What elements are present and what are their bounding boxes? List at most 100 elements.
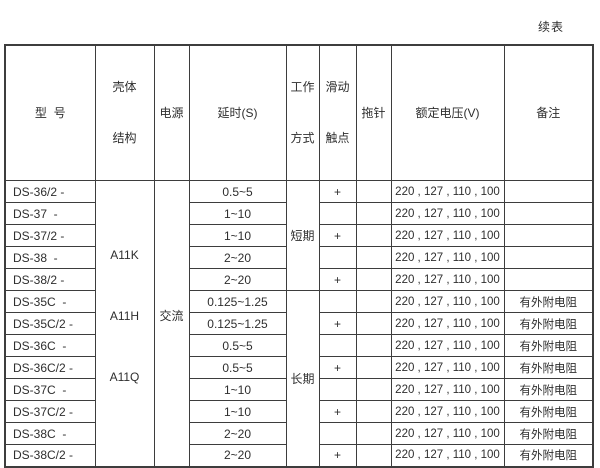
header-shell-line2: 结构 — [112, 131, 137, 145]
drag-pin-cell — [355, 312, 392, 335]
remark-cell — [503, 268, 594, 291]
model-cell: DS-38C - — [4, 422, 96, 445]
header-rated-voltage: 额定电压(V) — [390, 44, 505, 181]
table-row: DS-36C - 0.5~5 220 , 127 , 110 , 100 有外附电阻 — [4, 334, 594, 357]
remark-cell: 有外附电阻 — [503, 400, 594, 423]
remark-cell: 有外附电阻 — [503, 444, 594, 467]
delay-cell: 0.125~1.25 — [188, 312, 287, 335]
sliding-contact-cell — [318, 422, 357, 445]
sliding-contact-cell: + — [318, 356, 357, 379]
drag-pin-cell — [355, 444, 392, 467]
rated-voltage-cell: 220 , 127 , 110 , 100 — [390, 202, 505, 225]
rated-voltage-cell: 220 , 127 , 110 , 100 — [390, 180, 505, 203]
model-cell: DS-35C - — [4, 290, 96, 313]
drag-pin-cell — [355, 378, 392, 401]
remark-cell: 有外附电阻 — [503, 334, 594, 357]
delay-cell: 2~20 — [188, 444, 287, 467]
sliding-contact-cell: + — [318, 312, 357, 335]
shell-structure-label: A11K — [110, 248, 139, 262]
rated-voltage-cell: 220 , 127 , 110 , 100 — [390, 268, 505, 291]
delay-cell: 1~10 — [188, 400, 287, 423]
drag-pin-cell — [355, 400, 392, 423]
header-power: 电源 — [153, 44, 190, 181]
header-work-mode: 工作 方式 — [285, 44, 320, 181]
rated-voltage-cell: 220 , 127 , 110 , 100 — [390, 246, 505, 269]
header-sliding-contact-line1: 滑动 — [325, 80, 350, 94]
model-cell: DS-37C - — [4, 378, 96, 401]
drag-pin-cell — [355, 180, 392, 203]
model-cell: DS-38/2 - — [4, 268, 96, 291]
table-row: DS-37C - 1~10 220 , 127 , 110 , 100 有外附电阻 — [4, 378, 594, 401]
shell-structure-label: A11H — [109, 309, 140, 323]
remark-cell: 有外附电阻 — [503, 290, 594, 313]
header-delay: 延时(S) — [188, 44, 287, 181]
remark-cell — [503, 224, 594, 247]
drag-pin-cell — [355, 422, 392, 445]
model-cell: DS-38C/2 - — [4, 444, 96, 467]
header-drag-pin: 拖针 — [355, 44, 392, 181]
rated-voltage-cell: 220 , 127 , 110 , 100 — [390, 444, 505, 467]
remark-cell — [503, 180, 594, 203]
continued-table-label: 续表 — [538, 20, 565, 34]
rated-voltage-cell: 220 , 127 , 110 , 100 — [390, 334, 505, 357]
delay-cell: 2~20 — [188, 246, 287, 269]
shell-structure-cell: A11K A11H A11Q — [94, 180, 155, 467]
remark-cell: 有外附电阻 — [503, 378, 594, 401]
delay-cell: 1~10 — [188, 202, 287, 225]
power-cell: 交流 — [153, 180, 190, 467]
sliding-contact-cell: + — [318, 268, 357, 291]
drag-pin-cell — [355, 224, 392, 247]
drag-pin-cell — [355, 268, 392, 291]
rated-voltage-cell: 220 , 127 , 110 , 100 — [390, 224, 505, 247]
drag-pin-cell — [355, 246, 392, 269]
header-model: 型 号 — [4, 44, 96, 181]
table-row: DS-37/2 - 1~10 +220 , 127 , 110 , 100 — [4, 224, 594, 247]
delay-cell: 1~10 — [188, 378, 287, 401]
header-work-mode-line2: 方式 — [290, 131, 315, 145]
header-sliding-contact: 滑动 触点 — [318, 44, 357, 181]
sliding-contact-cell — [318, 334, 357, 357]
rated-voltage-cell: 220 , 127 , 110 , 100 — [390, 422, 505, 445]
relay-spec-table: 型 号 壳体 结构 电源 延时(S) 工作 方式 滑动 触点 拖针 额定电压(V… — [4, 44, 594, 468]
drag-pin-cell — [355, 356, 392, 379]
delay-cell: 2~20 — [188, 422, 287, 445]
table-row: DS-36/2 - A11K A11H A11Q 交流 0.5~5 短期 +220 , 127… — [4, 180, 594, 467]
model-cell: DS-37 - — [4, 202, 96, 225]
table-row: DS-38/2 - 2~20 +220 , 127 , 110 , 100 — [4, 268, 594, 291]
rated-voltage-cell: 220 , 127 , 110 , 100 — [390, 356, 505, 379]
model-cell: DS-36C - — [4, 334, 96, 357]
header-work-mode-line1: 工作 — [290, 80, 315, 94]
table-row: DS-37 - 1~10 220 , 127 , 110 , 100 — [4, 202, 594, 225]
model-cell: DS-37/2 - — [4, 224, 96, 247]
rated-voltage-cell: 220 , 127 , 110 , 100 — [390, 378, 505, 401]
sliding-contact-cell: + — [318, 444, 357, 467]
shell-structure-label: A11Q — [109, 370, 140, 384]
table-row: DS-35C/2 - 0.125~1.25 +220 , 127 , 110 , 1… — [4, 312, 594, 335]
sliding-contact-cell — [318, 378, 357, 401]
delay-cell: 0.125~1.25 — [188, 290, 287, 313]
sliding-contact-cell — [318, 290, 357, 313]
table-row: DS-35C - 0.125~1.25 长期 220 , 127 , 110 , 10… — [4, 290, 594, 467]
drag-pin-cell — [355, 290, 392, 313]
remark-cell — [503, 202, 594, 225]
delay-cell: 0.5~5 — [188, 334, 287, 357]
work-mode-cell: 短期 — [285, 180, 320, 291]
table-row: DS-38 - 2~20 220 , 127 , 110 , 100 — [4, 246, 594, 269]
delay-cell: 0.5~5 — [188, 180, 287, 203]
header-remark: 备注 — [503, 44, 594, 181]
header-sliding-contact-line2: 触点 — [325, 131, 350, 145]
header-shell-structure: 壳体 结构 — [94, 44, 155, 181]
sliding-contact-cell: + — [318, 224, 357, 247]
remark-cell: 有外附电阻 — [503, 356, 594, 379]
model-cell: DS-37C/2 - — [4, 400, 96, 423]
model-cell: DS-36C/2 - — [4, 356, 96, 379]
power-label: 交流 — [159, 309, 184, 323]
delay-cell: 2~20 — [188, 268, 287, 291]
table-row: DS-36C/2 - 0.5~5 +220 , 127 , 110 , 100 有外附… — [4, 356, 594, 379]
delay-cell: 0.5~5 — [188, 356, 287, 379]
remark-cell: 有外附电阻 — [503, 312, 594, 335]
header-row: 型 号 壳体 结构 电源 延时(S) 工作 方式 滑动 触点 拖针 额定电压(V… — [4, 44, 594, 181]
remark-cell: 有外附电阻 — [503, 422, 594, 445]
drag-pin-cell — [355, 334, 392, 357]
delay-cell: 1~10 — [188, 224, 287, 247]
